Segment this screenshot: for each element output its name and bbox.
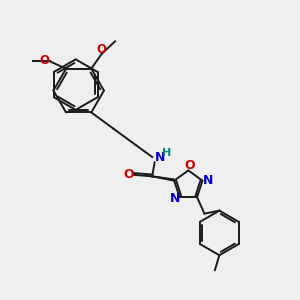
Text: O: O: [39, 54, 49, 67]
Text: O: O: [123, 168, 134, 181]
Text: N: N: [170, 192, 180, 205]
Text: O: O: [97, 44, 107, 56]
Text: O: O: [184, 159, 195, 172]
Text: N: N: [202, 174, 213, 187]
Text: N: N: [154, 151, 165, 164]
Text: H: H: [163, 148, 172, 158]
